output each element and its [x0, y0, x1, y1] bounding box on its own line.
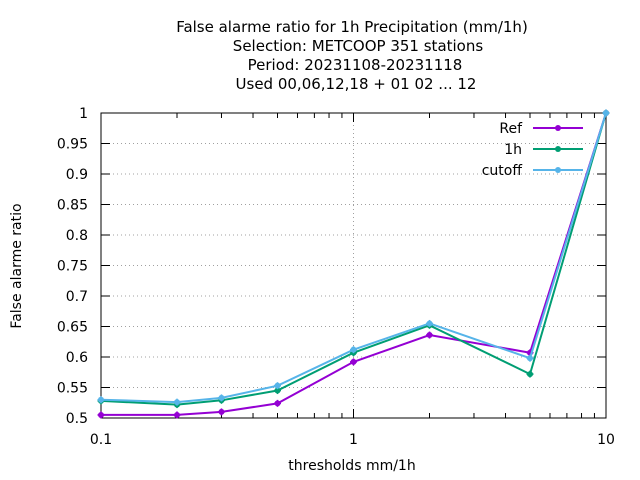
- legend-label: Ref: [499, 121, 523, 137]
- series-layer: [97, 109, 610, 419]
- legend-marker: [555, 125, 561, 131]
- y-tick-label: 1: [79, 106, 88, 122]
- series-line: [100, 112, 607, 404]
- x-axis-label: thresholds mm/1h: [288, 458, 415, 474]
- chart-title: False alarme ratio for 1h Precipitation …: [176, 18, 528, 93]
- legend-label: 1h: [504, 142, 522, 158]
- plot-frame: [100, 112, 607, 419]
- x-tick-label: 0.1: [90, 432, 112, 448]
- legend-item-cutoff: cutoff: [482, 163, 583, 179]
- series-Ref: [97, 109, 610, 419]
- x-tick-labels: 0.1 1 10: [90, 432, 615, 448]
- y-tick-label: 0.6: [66, 350, 88, 366]
- grid: [101, 113, 606, 418]
- legend-label: cutoff: [482, 163, 523, 179]
- y-tick-labels: 0.5 0.55 0.6 0.65 0.7 0.75 0.8 0.85 0.9 0.95 1: [57, 106, 88, 427]
- title-line-3: Period: 20231108-20231118: [248, 56, 463, 74]
- title-line-2: Selection: METCOOP 351 stations: [233, 37, 484, 55]
- y-tick-label: 0.65: [57, 320, 88, 336]
- legend-item-1h: 1h: [504, 142, 583, 158]
- title-line-4: Used 00,06,12,18 + 01 02 ... 12: [236, 75, 477, 93]
- y-axis-label: False alarme ratio: [9, 203, 25, 328]
- series-line: [101, 112, 607, 416]
- series-cutoff: [97, 109, 610, 406]
- y-tick-label: 0.9: [66, 167, 88, 183]
- series-line: [100, 112, 607, 406]
- legend: Ref 1h cutoff: [482, 121, 583, 179]
- y-tick-label: 0.55: [57, 381, 88, 397]
- y-tick-label: 0.7: [66, 289, 88, 305]
- legend-marker: [555, 167, 561, 173]
- title-line-1: False alarme ratio for 1h Precipitation …: [176, 18, 528, 36]
- x-tick-label: 10: [597, 432, 615, 448]
- x-tick-label: 1: [349, 432, 358, 448]
- y-tick-label: 0.85: [57, 198, 88, 214]
- y-tick-label: 0.95: [57, 137, 88, 153]
- y-tick-label: 0.8: [66, 228, 88, 244]
- y-tick-label: 0.75: [57, 259, 88, 275]
- y-tick-label: 0.5: [66, 411, 88, 427]
- legend-item-Ref: Ref: [499, 121, 583, 137]
- legend-marker: [555, 146, 561, 152]
